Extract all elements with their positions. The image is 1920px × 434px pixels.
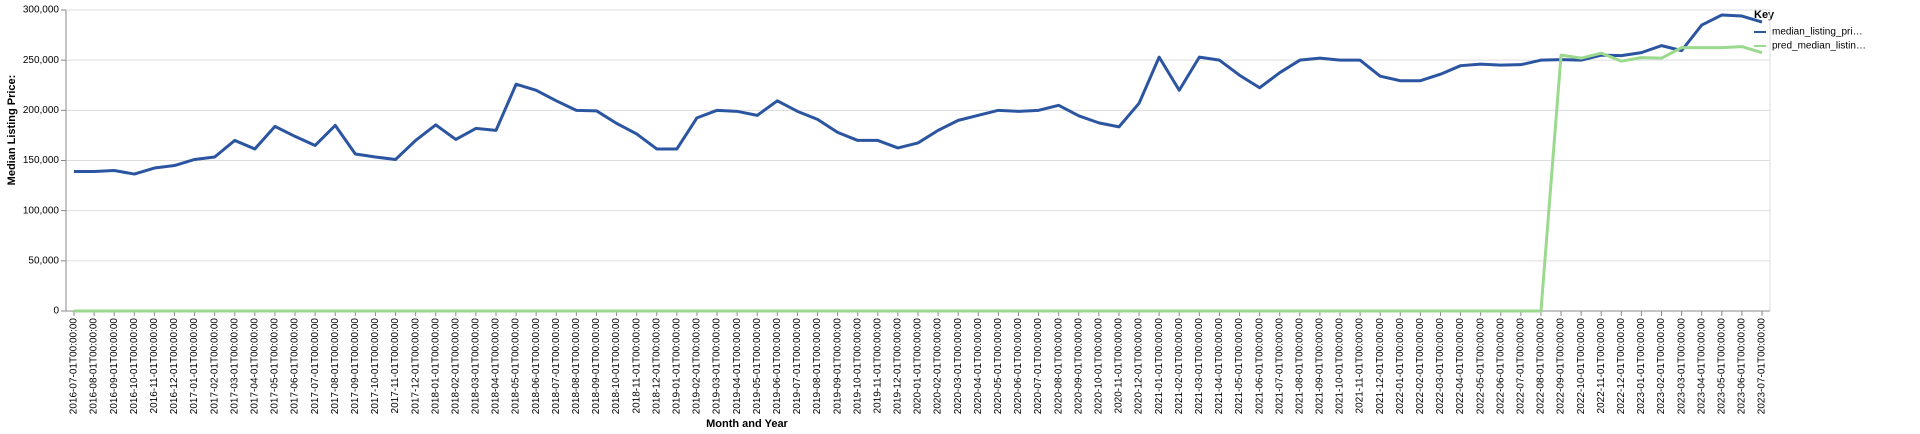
x-tick-label: 2022-09-01T00:00:00 (1556, 318, 1567, 415)
y-tick-label: 150,000 (23, 155, 60, 166)
x-tick-label: 2017-01-01T00:00:00 (189, 318, 200, 415)
x-tick-label: 2016-12-01T00:00:00 (169, 318, 180, 415)
x-tick-label: 2020-02-01T00:00:00 (933, 318, 944, 415)
line-series (74, 13, 1763, 176)
x-tick-label: 2023-02-01T00:00:00 (1656, 318, 1667, 415)
x-tick-label: 2018-10-01T00:00:00 (611, 318, 622, 415)
line-series (74, 45, 1763, 313)
x-tick-label: 2018-12-01T00:00:00 (651, 318, 662, 415)
y-axis-title: Median Listing Price: (6, 75, 18, 186)
x-tick-label: 2018-11-01T00:00:00 (631, 318, 642, 414)
x-tick-label: 2019-05-01T00:00:00 (752, 318, 763, 415)
x-tick-label: 2017-06-01T00:00:00 (290, 318, 301, 415)
x-tick-label: 2021-12-01T00:00:00 (1375, 318, 1386, 415)
x-tick-label: 2018-08-01T00:00:00 (571, 318, 582, 415)
x-tick-label: 2021-04-01T00:00:00 (1214, 318, 1225, 415)
x-tick-label: 2020-11-01T00:00:00 (1114, 318, 1125, 414)
x-tick-label: 2019-01-01T00:00:00 (671, 318, 682, 415)
y-tick-label: 300,000 (23, 5, 60, 16)
x-tick-label: 2020-07-01T00:00:00 (1033, 318, 1044, 415)
x-tick-label: 2017-02-01T00:00:00 (209, 318, 220, 415)
x-tick-label: 2021-08-01T00:00:00 (1294, 318, 1305, 415)
x-tick-label: 2018-05-01T00:00:00 (511, 318, 522, 415)
x-tick-label: 2021-02-01T00:00:00 (1174, 318, 1185, 415)
x-tick-label: 2021-07-01T00:00:00 (1274, 318, 1285, 415)
x-tick-label: 2022-05-01T00:00:00 (1475, 318, 1486, 415)
x-tick-label: 2021-11-01T00:00:00 (1355, 318, 1366, 414)
x-tick-label: 2022-08-01T00:00:00 (1536, 318, 1547, 415)
x-tick-label: 2020-12-01T00:00:00 (1134, 318, 1145, 415)
x-tick-label: 2020-05-01T00:00:00 (993, 318, 1004, 415)
x-tick-label: 2017-04-01T00:00:00 (249, 318, 260, 415)
x-tick-label: 2018-07-01T00:00:00 (551, 318, 562, 415)
x-tick-label: 2022-07-01T00:00:00 (1515, 318, 1526, 415)
x-tick-label: 2017-03-01T00:00:00 (229, 318, 240, 415)
x-tick-label: 2016-07-01T00:00:00 (69, 318, 80, 415)
x-tick-label: 2018-01-01T00:00:00 (430, 318, 441, 415)
x-tick-label: 2021-03-01T00:00:00 (1194, 318, 1205, 415)
x-tick-label: 2016-09-01T00:00:00 (109, 318, 120, 415)
x-tick-label: 2022-12-01T00:00:00 (1616, 318, 1627, 415)
x-tick-label: 2022-04-01T00:00:00 (1455, 318, 1466, 415)
x-tick-label: 2018-02-01T00:00:00 (450, 318, 461, 415)
x-tick-label: 2020-03-01T00:00:00 (953, 318, 964, 415)
legend-label: median_listing_pri… (1772, 27, 1863, 38)
x-tick-label: 2019-08-01T00:00:00 (812, 318, 823, 415)
x-tick-label: 2020-06-01T00:00:00 (1013, 318, 1024, 415)
x-tick-label: 2020-08-01T00:00:00 (1053, 318, 1064, 415)
x-tick-label: 2016-11-01T00:00:00 (149, 318, 160, 414)
x-tick-label: 2022-02-01T00:00:00 (1415, 318, 1426, 415)
x-tick-label: 2020-10-01T00:00:00 (1093, 318, 1104, 415)
x-tick-label: 2023-04-01T00:00:00 (1696, 318, 1707, 415)
x-tick-label: 2023-01-01T00:00:00 (1636, 318, 1647, 415)
legend-label: pred_median_listin… (1772, 41, 1866, 52)
x-tick-label: 2021-10-01T00:00:00 (1335, 318, 1346, 415)
y-tick-label: 200,000 (23, 105, 60, 116)
x-tick-label: 2019-12-01T00:00:00 (893, 318, 904, 415)
x-tick-label: 2019-11-01T00:00:00 (872, 318, 883, 414)
x-tick-label: 2019-10-01T00:00:00 (852, 318, 863, 415)
x-tick-label: 2018-06-01T00:00:00 (531, 318, 542, 415)
x-tick-label: 2021-01-01T00:00:00 (1154, 318, 1165, 415)
y-tick-label: 50,000 (28, 255, 59, 266)
y-tick-label: 0 (53, 306, 59, 317)
x-tick-label: 2022-11-01T00:00:00 (1596, 318, 1607, 414)
x-tick-label: 2022-01-01T00:00:00 (1395, 318, 1406, 415)
x-tick-label: 2018-09-01T00:00:00 (591, 318, 602, 415)
x-tick-label: 2017-10-01T00:00:00 (370, 318, 381, 415)
x-tick-label: 2019-03-01T00:00:00 (712, 318, 723, 415)
x-tick-label: 2020-01-01T00:00:00 (913, 318, 924, 415)
x-tick-label: 2021-09-01T00:00:00 (1315, 318, 1326, 415)
x-tick-label: 2022-03-01T00:00:00 (1435, 318, 1446, 415)
x-tick-label: 2018-04-01T00:00:00 (491, 318, 502, 415)
x-tick-label: 2019-06-01T00:00:00 (772, 318, 783, 415)
x-tick-label: 2023-06-01T00:00:00 (1737, 318, 1748, 415)
y-tick-label: 100,000 (23, 205, 60, 216)
x-tick-label: 2019-02-01T00:00:00 (692, 318, 703, 415)
x-tick-label: 2017-09-01T00:00:00 (350, 318, 361, 415)
x-tick-label: 2019-04-01T00:00:00 (732, 318, 743, 415)
y-tick-label: 250,000 (23, 55, 60, 66)
x-tick-label: 2017-07-01T00:00:00 (310, 318, 321, 415)
x-tick-label: 2021-06-01T00:00:00 (1254, 318, 1265, 415)
x-tick-label: 2023-07-01T00:00:00 (1757, 318, 1768, 415)
x-tick-label: 2017-08-01T00:00:00 (330, 318, 341, 415)
x-tick-label: 2023-05-01T00:00:00 (1716, 318, 1727, 415)
x-tick-label: 2016-08-01T00:00:00 (89, 318, 100, 415)
x-axis-title: Month and Year (706, 418, 788, 430)
x-tick-label: 2022-10-01T00:00:00 (1576, 318, 1587, 415)
x-tick-label: 2020-09-01T00:00:00 (1073, 318, 1084, 415)
x-tick-label: 2017-12-01T00:00:00 (410, 318, 421, 415)
x-tick-label: 2021-05-01T00:00:00 (1234, 318, 1245, 415)
x-tick-label: 2019-09-01T00:00:00 (832, 318, 843, 415)
x-tick-label: 2019-07-01T00:00:00 (792, 318, 803, 415)
x-tick-label: 2017-11-01T00:00:00 (390, 318, 401, 414)
x-tick-label: 2017-05-01T00:00:00 (270, 318, 281, 415)
x-tick-label: 2020-04-01T00:00:00 (973, 318, 984, 415)
x-tick-label: 2016-10-01T00:00:00 (129, 318, 140, 415)
x-tick-label: 2022-06-01T00:00:00 (1495, 318, 1506, 415)
x-tick-label: 2018-03-01T00:00:00 (471, 318, 482, 415)
x-tick-label: 2023-03-01T00:00:00 (1676, 318, 1687, 415)
